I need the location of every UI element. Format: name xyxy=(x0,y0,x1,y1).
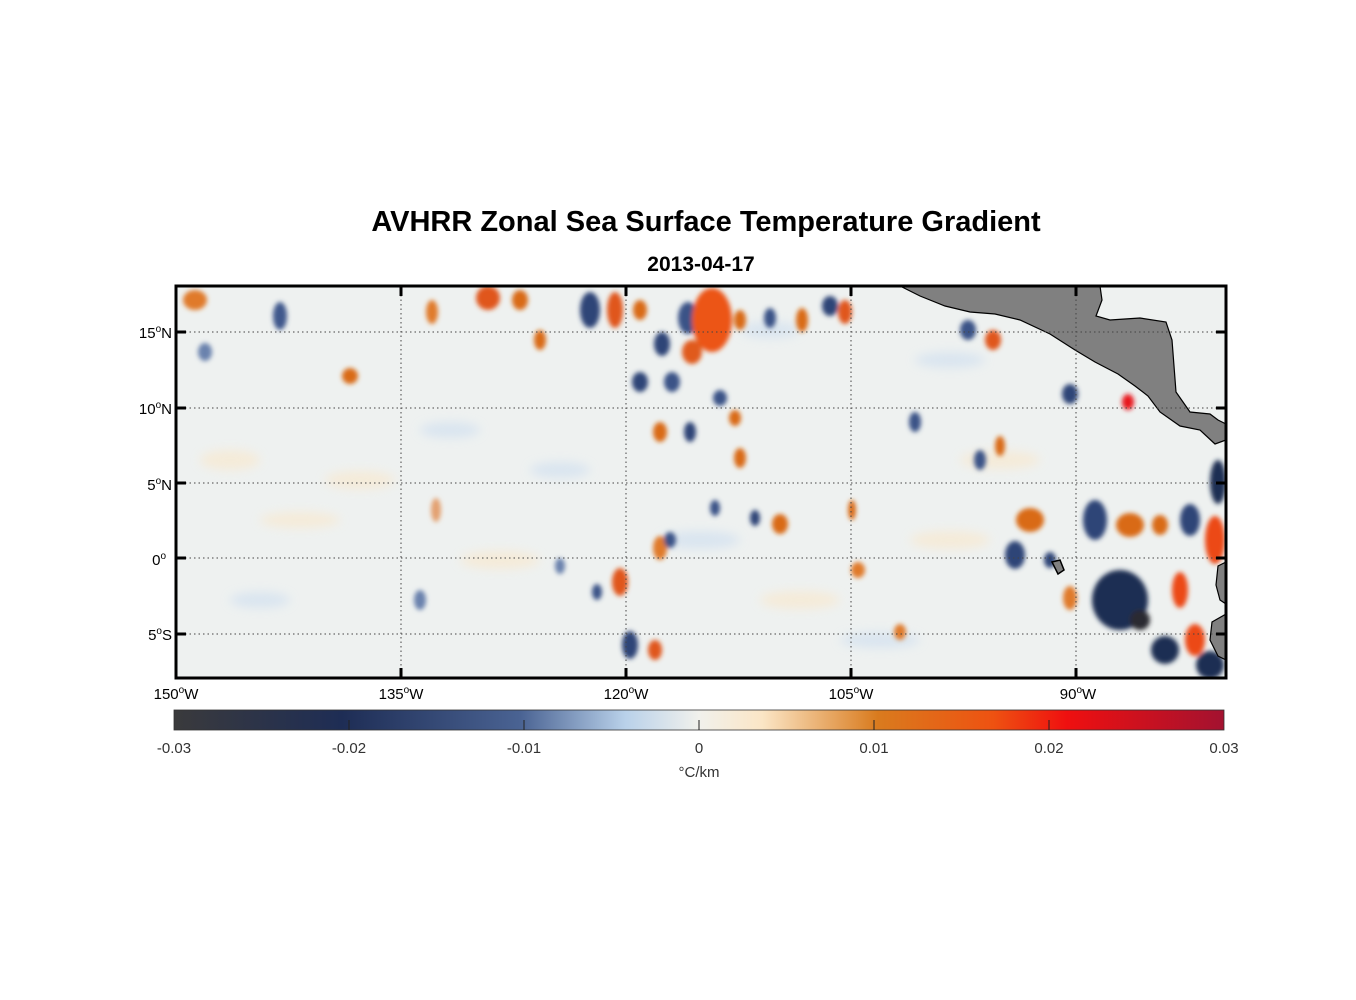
colorbar-label-neg002: -0.02 xyxy=(331,740,367,757)
map-title: AVHRR Zonal Sea Surface Temperature Grad… xyxy=(371,206,1041,238)
lon-label-120w: 120oW xyxy=(603,685,649,703)
colorbar-label-neg003: -0.03 xyxy=(156,740,192,757)
colorbar-label-003: 0.03 xyxy=(1209,740,1239,757)
lat-label-10n: 10oN xyxy=(138,400,172,418)
lat-label-0: 0o xyxy=(152,551,166,569)
lon-label-135w: 135oW xyxy=(378,685,424,703)
colorbar-unit: °C/km xyxy=(678,764,720,781)
land-central-america xyxy=(899,286,1226,445)
colorbar-label-neg001: -0.01 xyxy=(506,740,542,757)
map-date: 2013-04-17 xyxy=(647,253,755,276)
colorbar-label-zero: 0 xyxy=(694,740,704,757)
lon-label-90w: 90oW xyxy=(1059,685,1097,703)
land-galapagos xyxy=(1050,559,1065,576)
lon-label-150w: 150oW xyxy=(153,685,199,703)
colorbar-label-002: 0.02 xyxy=(1034,740,1064,757)
lat-label-5n: 5oN xyxy=(147,476,172,494)
frame-ticks xyxy=(176,286,1226,678)
colorbar-ticks xyxy=(348,720,1050,730)
colorbar-label-001: 0.01 xyxy=(859,740,889,757)
lon-label-105w: 105oW xyxy=(828,685,874,703)
lat-label-15n: 15oN xyxy=(138,324,172,342)
lat-label-5s: 5oS xyxy=(148,626,172,644)
